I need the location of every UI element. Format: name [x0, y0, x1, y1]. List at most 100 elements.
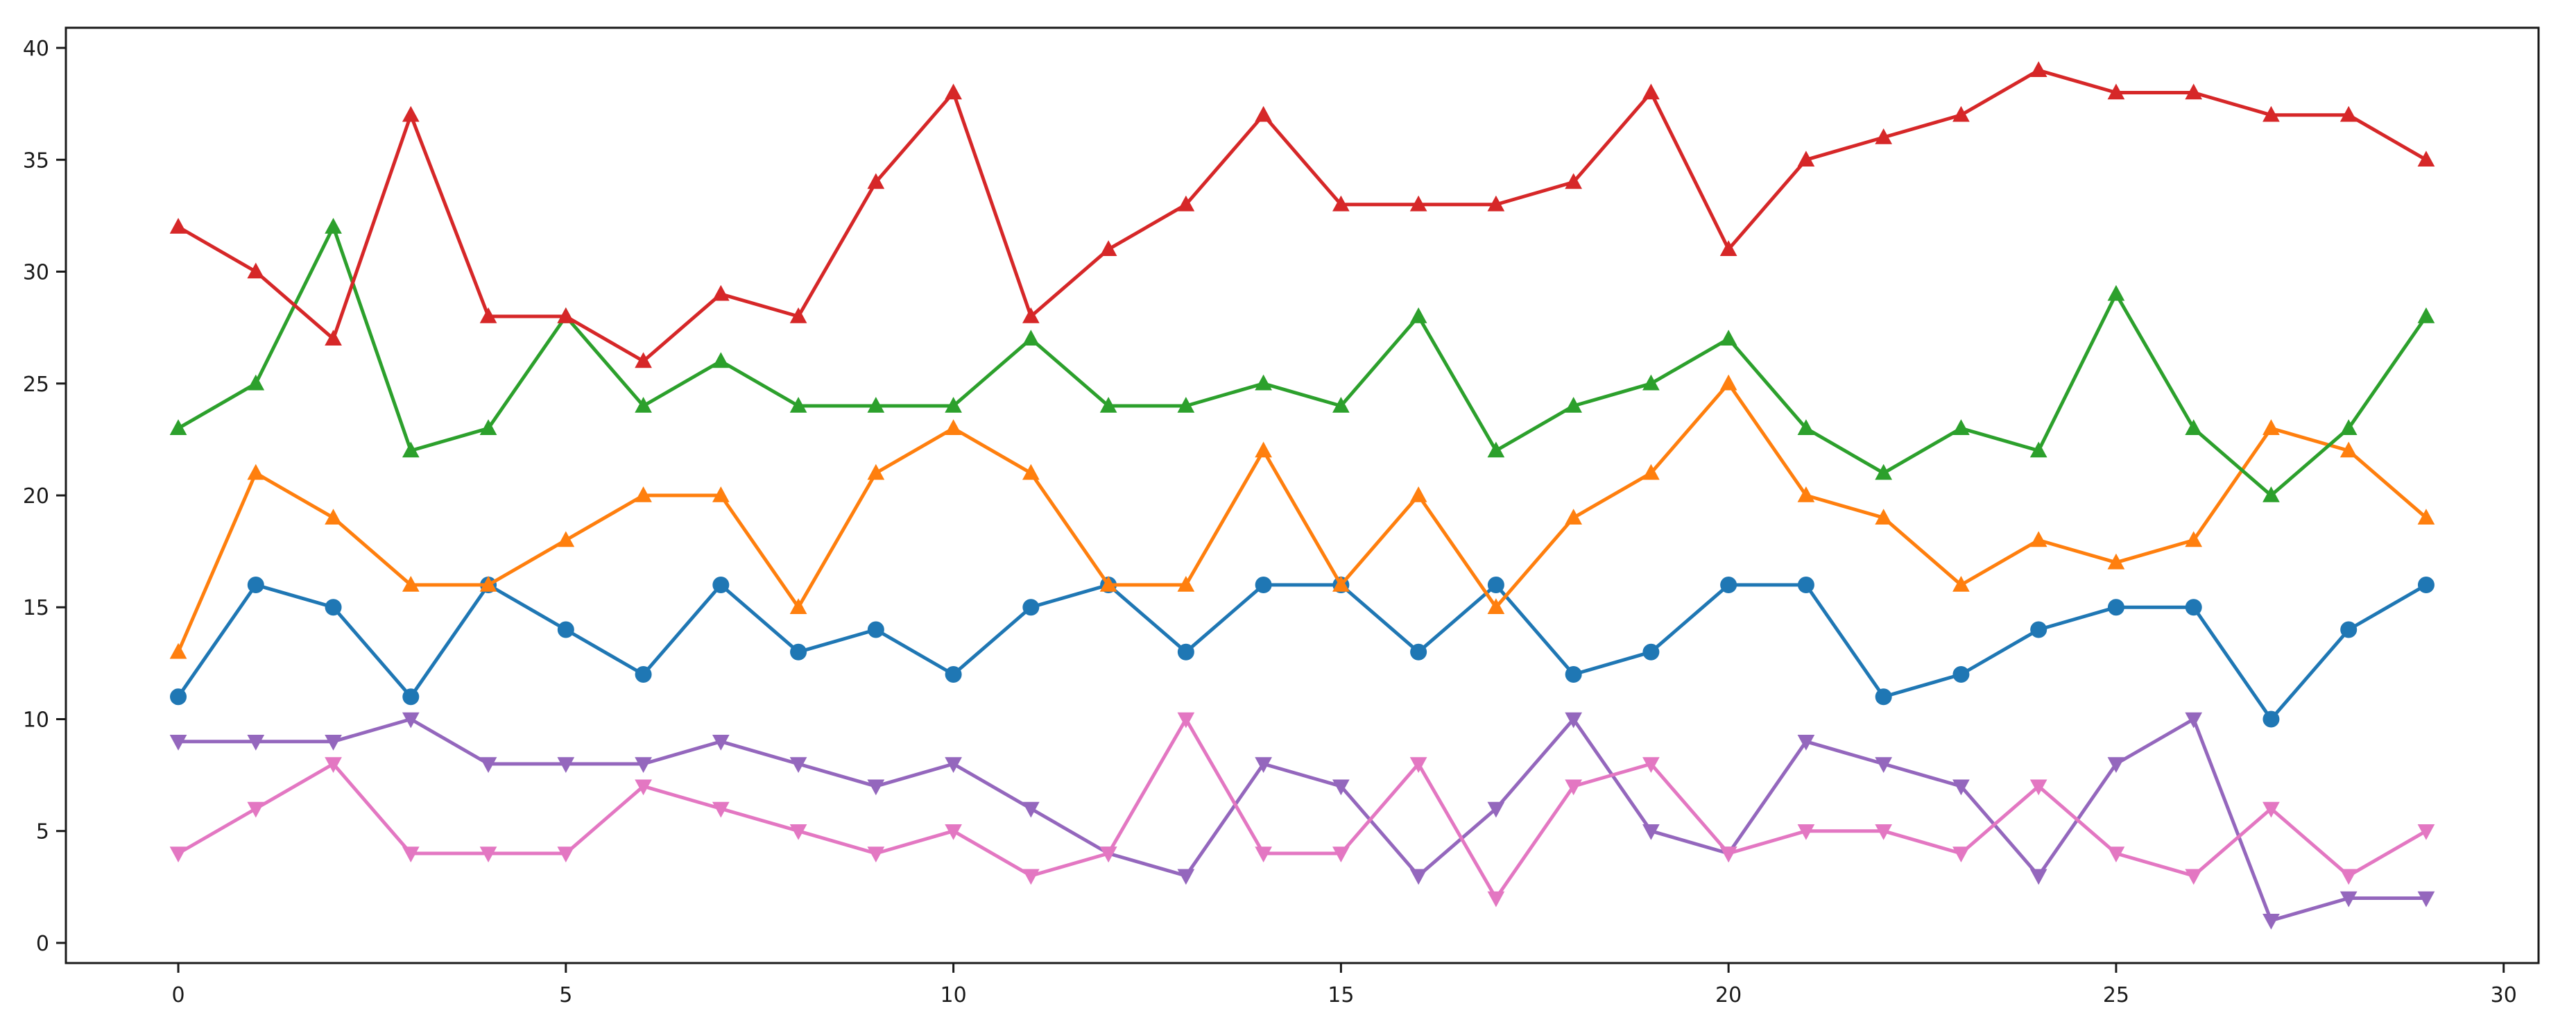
marker-green	[1332, 397, 1350, 413]
series-line-red	[176, 68, 2428, 363]
marker-blue	[402, 688, 420, 706]
marker-green	[1642, 374, 1660, 391]
marker-blue	[635, 665, 652, 683]
marker-orange	[1875, 509, 1893, 525]
marker-purple	[1642, 824, 1660, 840]
marker-red	[1642, 83, 1660, 100]
marker-red	[1099, 240, 1117, 257]
plot-border	[65, 26, 2540, 964]
x-tick-label: 10	[941, 983, 967, 1007]
marker-green	[2262, 486, 2280, 502]
marker-blue	[247, 576, 264, 593]
marker-orange	[402, 575, 420, 592]
y-tick-label: 10	[23, 708, 49, 732]
marker-orange	[557, 531, 575, 547]
marker-orange	[1255, 441, 1272, 458]
marker-purple	[2029, 869, 2047, 885]
marker-red	[169, 218, 187, 234]
marker-red	[1255, 105, 1272, 122]
marker-purple	[402, 712, 420, 729]
marker-orange	[1099, 575, 1117, 592]
marker-blue	[1797, 576, 1814, 593]
marker-purple	[1177, 869, 1195, 885]
marker-pink	[402, 846, 420, 862]
series-line-purple	[176, 717, 2428, 923]
marker-blue	[2185, 599, 2202, 616]
marker-orange	[635, 486, 652, 502]
marker-green	[712, 352, 730, 368]
marker-green	[1797, 419, 1815, 436]
marker-red	[1487, 195, 1505, 212]
marker-red	[2417, 151, 2435, 167]
marker-pink	[1409, 757, 1427, 773]
marker-pink	[1952, 846, 1970, 862]
marker-green	[2339, 419, 2358, 436]
y-tick-label: 15	[23, 596, 49, 620]
series-line-orange	[176, 382, 2428, 654]
y-tick-label: 40	[23, 37, 49, 61]
marker-blue	[790, 643, 807, 661]
marker-green	[325, 218, 342, 234]
marker-blue	[2417, 576, 2435, 593]
marker-blue	[1875, 688, 1892, 706]
marker-blue	[2030, 621, 2047, 638]
marker-orange	[1565, 509, 1582, 525]
marker-pink	[867, 846, 885, 862]
marker-orange	[247, 463, 265, 480]
marker-green	[867, 397, 885, 413]
marker-orange	[1487, 598, 1505, 614]
marker-pink	[1099, 846, 1117, 862]
marker-pink	[2107, 846, 2125, 862]
marker-pink	[2262, 801, 2280, 818]
marker-red	[2107, 83, 2125, 100]
marker-green	[2185, 419, 2203, 436]
marker-pink	[945, 824, 962, 840]
y-tick-label: 5	[36, 820, 49, 844]
marker-blue	[2262, 710, 2280, 728]
y-tick-label: 20	[23, 484, 49, 509]
marker-purple	[1332, 779, 1350, 796]
marker-purple	[1797, 734, 1815, 751]
marker-blue	[2340, 621, 2358, 638]
marker-orange	[1797, 486, 1815, 502]
marker-orange	[1642, 463, 1660, 480]
marker-red	[1409, 195, 1427, 212]
marker-pink	[1875, 824, 1893, 840]
x-tick-label: 5	[559, 983, 572, 1007]
marker-pink	[1177, 712, 1195, 729]
marker-red	[247, 262, 265, 279]
marker-pink	[325, 757, 342, 773]
marker-pink	[1642, 757, 1660, 773]
marker-purple	[2262, 913, 2280, 930]
marker-blue	[170, 688, 187, 706]
marker-purple	[169, 734, 187, 751]
marker-green	[2417, 307, 2435, 323]
marker-purple	[1565, 712, 1582, 729]
marker-red	[402, 105, 420, 122]
marker-red	[945, 83, 962, 100]
marker-red	[1177, 195, 1195, 212]
marker-red	[712, 284, 730, 301]
marker-red	[1875, 128, 1893, 144]
marker-orange	[325, 509, 342, 525]
marker-blue	[712, 576, 730, 593]
marker-purple	[2339, 891, 2358, 908]
marker-blue	[1642, 643, 1660, 661]
marker-orange	[2185, 531, 2203, 547]
marker-green	[1255, 374, 1272, 391]
marker-green	[635, 397, 652, 413]
x-tick-label: 25	[2103, 983, 2129, 1007]
marker-orange	[789, 598, 807, 614]
marker-pink	[635, 779, 652, 796]
marker-pink	[169, 846, 187, 862]
marker-blue	[1952, 665, 1970, 683]
marker-green	[1875, 463, 1893, 480]
marker-blue	[1487, 576, 1504, 593]
marker-blue	[945, 665, 962, 683]
y-tick-label: 30	[23, 261, 49, 285]
marker-green	[2029, 441, 2047, 458]
marker-red	[2262, 105, 2280, 122]
marker-blue	[1720, 576, 1737, 593]
marker-green	[1022, 330, 1040, 346]
